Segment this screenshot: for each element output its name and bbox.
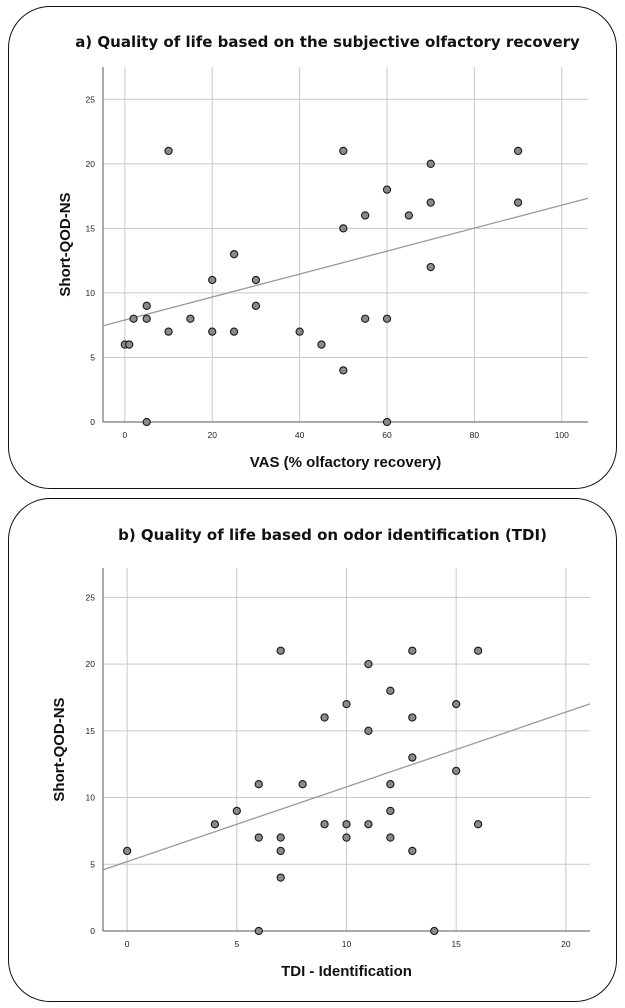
- data-point: [339, 146, 348, 156]
- data-point: [473, 646, 483, 655]
- y-tick-label: 5: [90, 859, 95, 869]
- data-point: [382, 417, 392, 427]
- y-tick-label: 20: [86, 659, 96, 669]
- data-point: [320, 820, 329, 829]
- data-point: [452, 699, 461, 709]
- data-point: [339, 224, 348, 233]
- data-point: [254, 833, 263, 842]
- data-point: [408, 753, 417, 762]
- data-point: [452, 766, 461, 776]
- data-point: [426, 262, 435, 272]
- x-tick-label: 60: [382, 430, 392, 440]
- y-tick-label: 0: [90, 926, 95, 936]
- x-tick-label: 20: [207, 430, 217, 440]
- data-point: [125, 340, 134, 349]
- y-tick-label: 15: [86, 726, 96, 736]
- data-point: [364, 726, 373, 735]
- data-point: [232, 806, 241, 816]
- x-axis-title: VAS (% olfactory recovery): [250, 454, 441, 471]
- data-point: [473, 820, 483, 829]
- data-point: [426, 159, 435, 168]
- fit-line: [102, 197, 589, 327]
- data-point: [142, 301, 151, 310]
- data-point: [317, 340, 326, 349]
- fit-line: [102, 703, 591, 871]
- y-tick-label: 20: [86, 159, 96, 169]
- data-point: [382, 314, 392, 323]
- data-point: [386, 833, 395, 842]
- x-tick-label: 80: [470, 430, 480, 440]
- y-tick-label: 25: [86, 94, 96, 104]
- y-tick-label: 10: [86, 288, 96, 298]
- plot-a: 0 5 10 15 20 25 0 20 40 60 80 100 VAS (% olfactory r…: [57, 67, 589, 471]
- data-point: [408, 713, 417, 722]
- y-tick-label: 5: [90, 352, 95, 362]
- data-point: [386, 806, 395, 816]
- chart-panel-b: b) Quality of life based on odor identif…: [8, 498, 617, 1002]
- data-point: [295, 327, 304, 336]
- data-point: [298, 780, 307, 789]
- data-point: [386, 780, 395, 789]
- data-point: [276, 873, 285, 882]
- x-tick-label: 5: [234, 939, 239, 949]
- x-tick-label: 40: [295, 430, 305, 440]
- data-point: [229, 327, 239, 336]
- data-point: [364, 659, 373, 669]
- y-axis-title: Short-QOD-NS: [51, 697, 68, 801]
- data-point: [342, 833, 351, 842]
- data-point: [342, 699, 351, 709]
- data-point: [364, 820, 373, 829]
- y-tick-label: 25: [86, 592, 96, 602]
- data-point: [276, 646, 285, 655]
- data-point: [208, 327, 217, 336]
- data-point: [208, 275, 217, 285]
- data-point: [164, 327, 173, 336]
- data-point: [122, 846, 132, 856]
- data-point: [382, 185, 392, 194]
- x-tick-label: 10: [342, 939, 352, 949]
- data-point: [276, 846, 285, 856]
- data-point: [404, 211, 414, 220]
- data-point: [320, 713, 329, 722]
- data-point: [408, 846, 417, 856]
- x-tick-label: 15: [451, 939, 461, 949]
- data-point: [408, 646, 417, 655]
- data-point: [386, 686, 395, 695]
- y-tick-label: 10: [86, 793, 96, 803]
- data-point: [210, 820, 220, 829]
- y-tick-label: 15: [86, 223, 96, 233]
- x-axis-title: TDI - Identification: [281, 963, 412, 980]
- data-point: [142, 314, 151, 323]
- chart-panel-a: a) Quality of life based on the subjecti…: [8, 6, 617, 489]
- chart-title-a: a) Quality of life based on the subjecti…: [75, 33, 580, 51]
- data-point: [142, 417, 151, 427]
- x-tick-label: 0: [122, 430, 127, 440]
- data-point: [430, 926, 439, 936]
- data-point: [164, 146, 173, 156]
- data-point: [254, 780, 263, 789]
- plot-b: 0 5 10 15 20 25 0 5 10 15 20 TDI - Identification Sh…: [51, 568, 591, 980]
- x-tick-label: 20: [561, 939, 571, 949]
- data-point: [361, 211, 370, 220]
- y-tick-label: 0: [90, 417, 95, 427]
- data-point: [229, 250, 239, 259]
- chart-title-b: b) Quality of life based on odor identif…: [118, 526, 547, 544]
- data-point: [426, 198, 435, 207]
- x-tick-label: 100: [555, 430, 569, 440]
- data-point: [186, 314, 195, 323]
- data-point: [339, 366, 348, 375]
- data-point: [513, 198, 523, 207]
- data-point: [254, 926, 263, 936]
- data-point: [513, 146, 523, 156]
- x-tick-label: 0: [125, 939, 130, 949]
- y-axis-title: Short-QOD-NS: [57, 192, 74, 296]
- data-point: [129, 314, 138, 323]
- data-point: [251, 275, 261, 285]
- data-point: [361, 314, 370, 323]
- data-point: [342, 820, 351, 829]
- data-point: [251, 301, 261, 310]
- data-point: [276, 833, 285, 842]
